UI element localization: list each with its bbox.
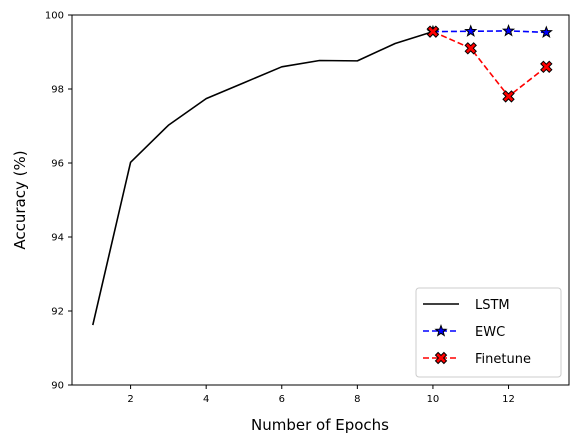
- legend-marker-finetune: [434, 351, 448, 365]
- data-point-finetune: [502, 90, 515, 103]
- data-point-finetune: [426, 25, 440, 38]
- data-point-ewc: [464, 24, 478, 37]
- legend: LSTM EWC Finetune: [415, 287, 562, 378]
- y-tick-label: 98: [51, 85, 64, 96]
- y-tick-label: 96: [51, 159, 64, 170]
- data-point-finetune: [540, 60, 553, 74]
- y-tick-label: 90: [51, 381, 64, 392]
- y-tick-label: 92: [51, 307, 64, 318]
- x-tick-label: 12: [502, 394, 515, 405]
- x-axis-label: Number of Epochs: [251, 416, 389, 434]
- legend-label-lstm: LSTM: [475, 298, 510, 313]
- legend-box: [415, 287, 562, 378]
- series-layer: [92, 23, 553, 326]
- y-axis: 90 92 94 96 98 100: [45, 11, 72, 392]
- y-tick-label: 100: [45, 11, 64, 22]
- legend-marker-ewc: [434, 324, 448, 337]
- y-tick-label: 94: [51, 233, 64, 244]
- x-tick-label: 10: [427, 394, 440, 405]
- series-line-lstm: [92, 30, 434, 326]
- series-line-ewc: [432, 30, 547, 34]
- legend-label-ewc: EWC: [475, 325, 505, 340]
- x-tick-label: 8: [354, 394, 360, 405]
- data-point-finetune: [464, 42, 477, 55]
- x-tick-label: 2: [127, 394, 133, 405]
- x-axis: 2 4 6 8 10 12: [127, 385, 515, 405]
- y-axis-label: Accuracy (%): [11, 150, 29, 249]
- x-tick-label: 4: [203, 394, 209, 405]
- data-point-ewc: [539, 25, 553, 39]
- series-line-finetune: [432, 30, 547, 98]
- plot-frame: [71, 14, 570, 386]
- data-point-ewc: [501, 23, 516, 37]
- legend-label-finetune: Finetune: [475, 352, 531, 367]
- x-tick-label: 6: [279, 394, 285, 405]
